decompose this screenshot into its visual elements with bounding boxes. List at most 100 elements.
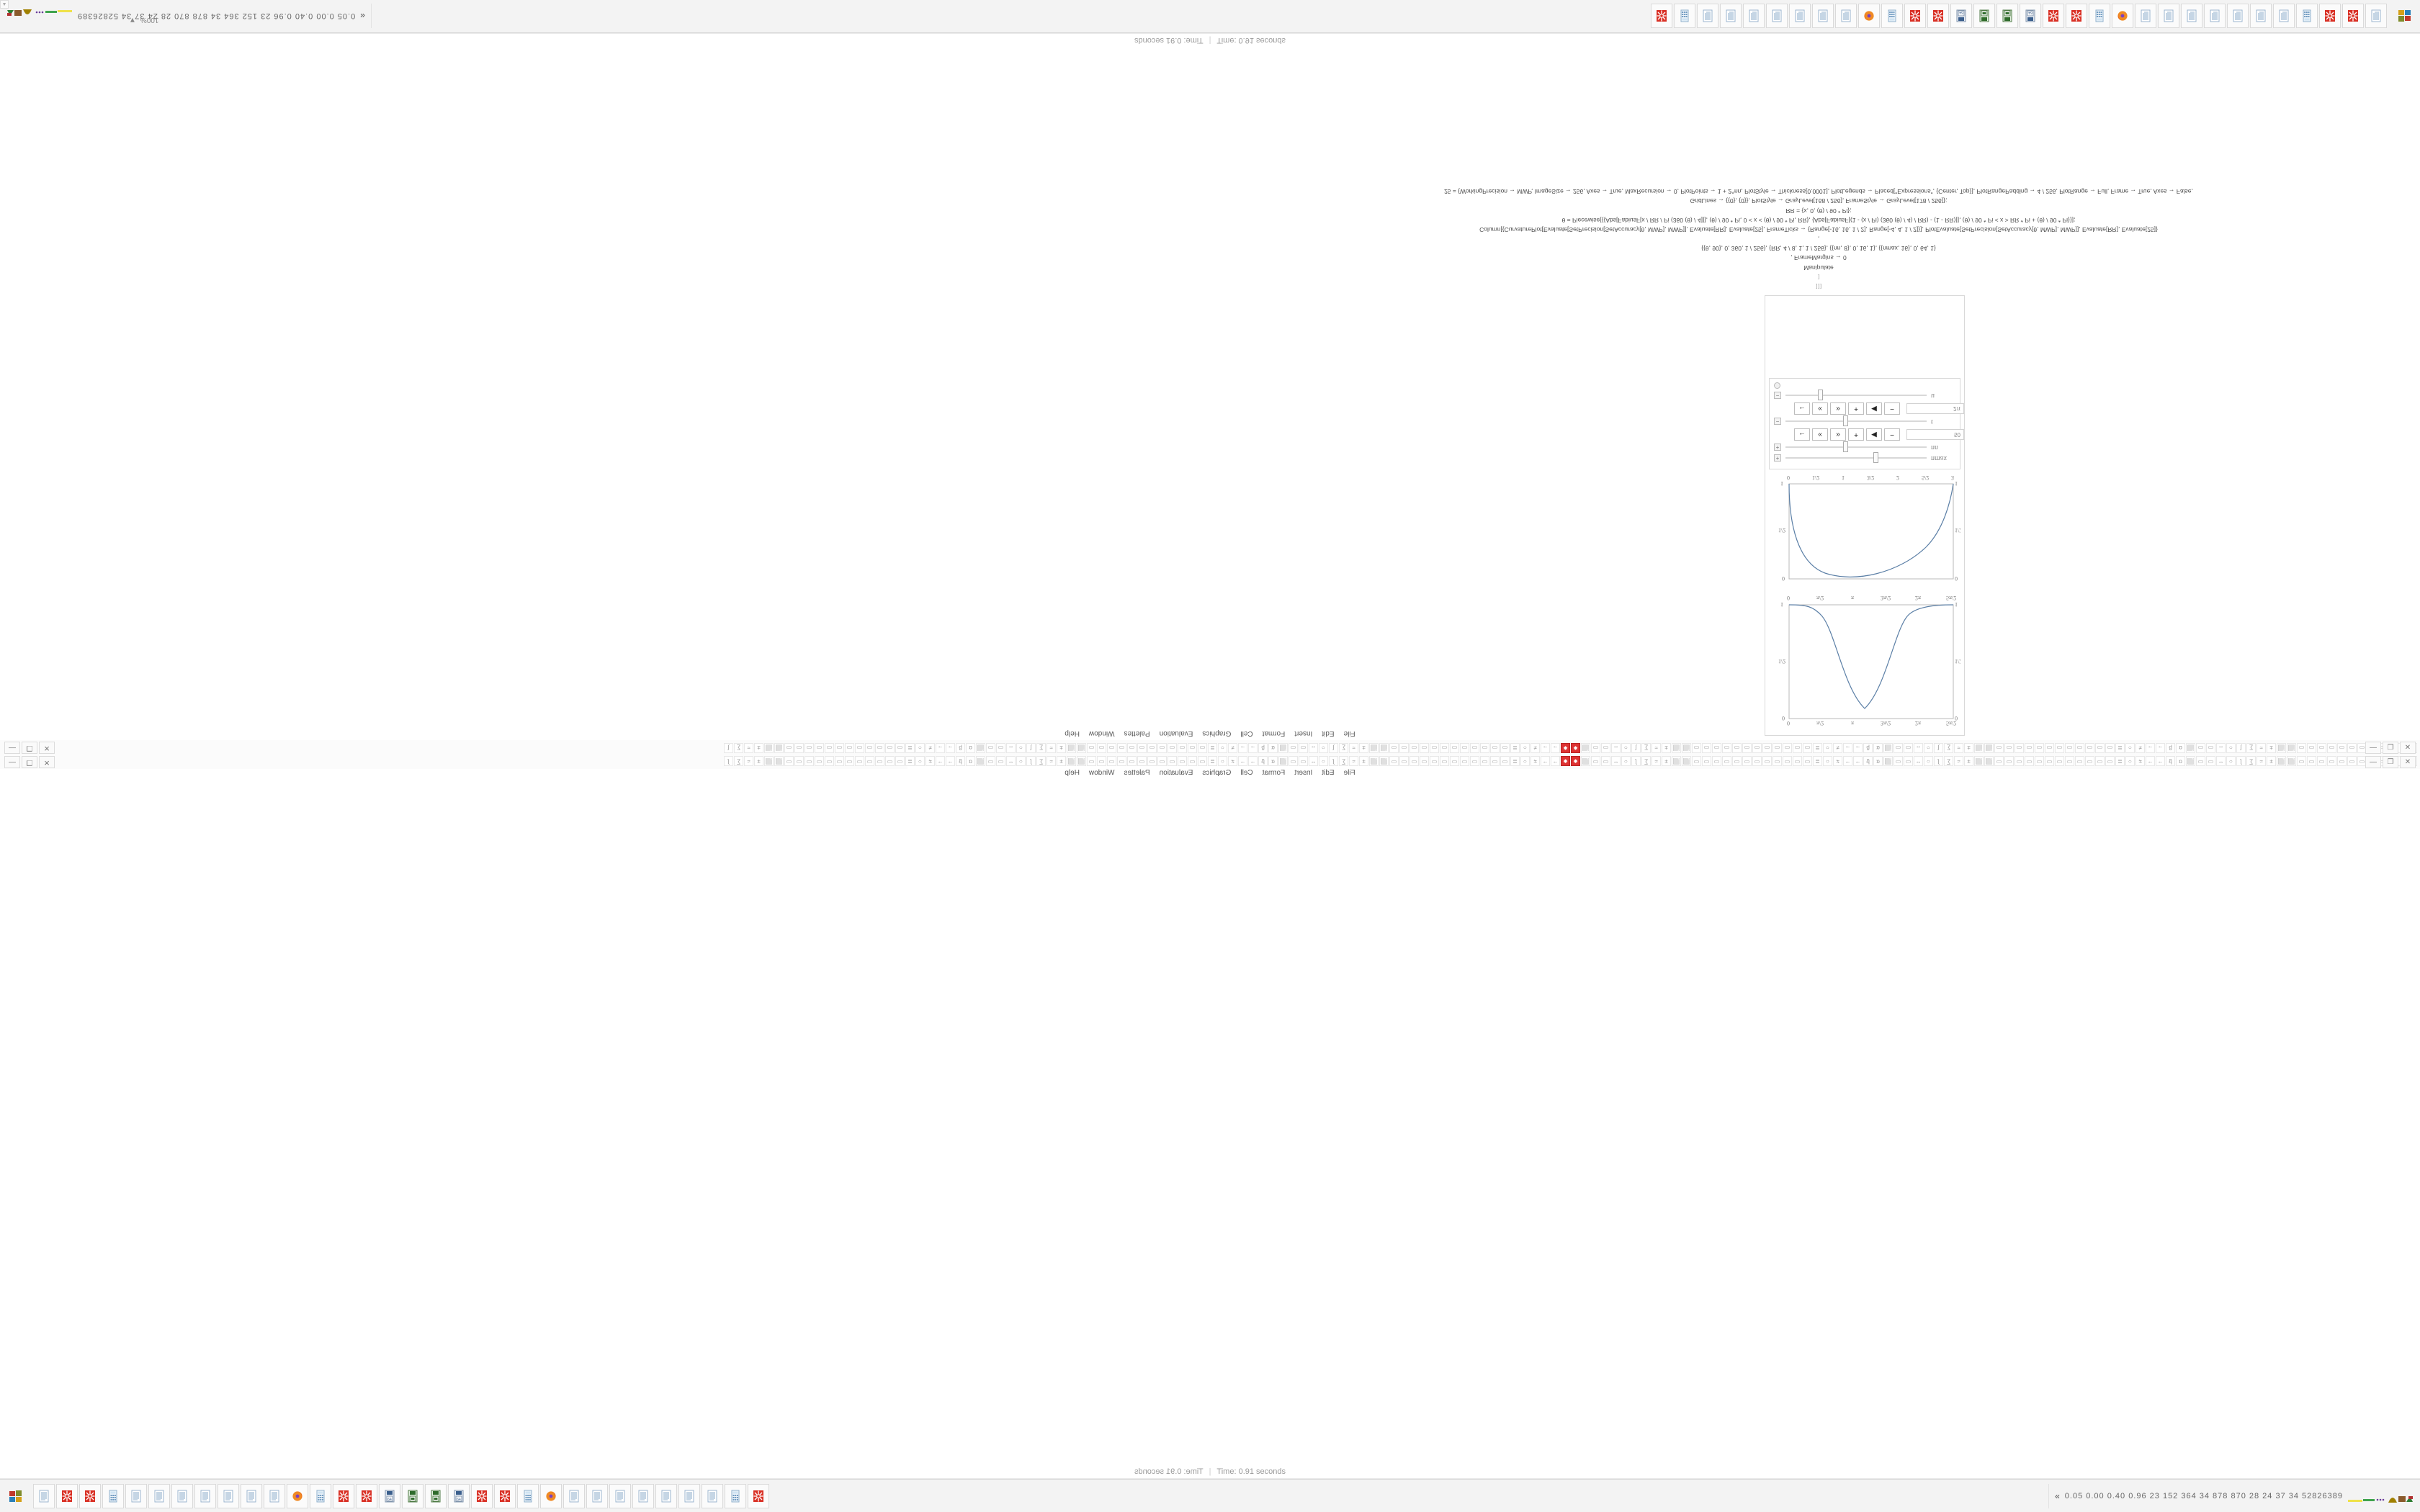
- toolbar-icon-158[interactable]: ▭: [815, 743, 824, 753]
- menu-item-edit[interactable]: Edit: [1322, 768, 1335, 777]
- window-button-4[interactable]: [2296, 4, 2318, 29]
- toolbar-icon-91[interactable]: ▭: [1490, 756, 1500, 766]
- toolbar-icon-167[interactable]: ∫: [724, 756, 733, 766]
- toolbar-icon-127[interactable]: ▭: [1127, 756, 1137, 766]
- toolbar-icon-134[interactable]: ±: [1057, 756, 1066, 766]
- toolbar-icon-35[interactable]: ▭: [2055, 756, 2064, 766]
- window-button-24[interactable]: [563, 1483, 585, 1508]
- menubar-mirrored[interactable]: File Edit Insert Format Cell Graphics Evaluati…: [908, 727, 1512, 740]
- toolbar-icon-147[interactable]: ≠: [926, 756, 935, 766]
- window-button-16[interactable]: 64: [2020, 4, 2041, 29]
- system-tray-top[interactable]: « 0.05 0.00 0.40 0.96 23 152 364 34 878 …: [0, 4, 372, 29]
- toolbar-icon-77[interactable]: ∫: [1631, 743, 1641, 753]
- toolbar-icon-40[interactable]: ▭: [2004, 743, 2014, 753]
- anim-plus-button[interactable]: +: [1848, 428, 1864, 441]
- toolbar-icon-14[interactable]: ±: [2267, 756, 2276, 766]
- toolbar-icon-143[interactable]: α: [966, 756, 975, 766]
- anim-minus-button[interactable]: −: [1884, 402, 1900, 415]
- toolbar-icon-124[interactable]: ▭: [1157, 743, 1167, 753]
- menu-item-cell[interactable]: Cell: [1240, 729, 1253, 738]
- toolbar-icon-77[interactable]: ∫: [1631, 756, 1641, 766]
- toolbar-mathematica-icon[interactable]: ✸: [1571, 756, 1580, 766]
- toolbar-icon-31[interactable]: ▭: [2095, 756, 2105, 766]
- toolbar-icon-85[interactable]: →: [1551, 756, 1560, 766]
- toolbar-icon-64[interactable]: ▭: [1762, 756, 1772, 766]
- toolbar-icon-38[interactable]: ▭: [2025, 756, 2034, 766]
- menu-item-format[interactable]: Format: [1262, 768, 1286, 777]
- slider-nn[interactable]: [1785, 441, 1927, 453]
- toolbar-icon-166[interactable]: ∑: [734, 756, 743, 766]
- toolbar-icon-73[interactable]: ⬜: [1672, 756, 1681, 766]
- toolbar-icon-45[interactable]: ≈: [1954, 756, 1963, 766]
- toolbar-icon-106[interactable]: ∑: [1339, 756, 1348, 766]
- toolbar-icon-42[interactable]: ⬜: [1984, 743, 1994, 753]
- window-button-29[interactable]: [1720, 4, 1742, 29]
- toolbar-icon-162[interactable]: ⬜: [774, 743, 784, 753]
- toolbar-icon-141[interactable]: ▭: [986, 743, 995, 753]
- anim-minus-button[interactable]: −: [1884, 428, 1900, 441]
- anim-value-field-u[interactable]: 2π: [1906, 403, 1964, 414]
- manipulate-controls-right[interactable]: + nmax + nn ← « » +: [1769, 378, 1964, 469]
- toolbar-icon-137[interactable]: ∫: [1026, 743, 1036, 753]
- toolbar-icon-57[interactable]: ≠: [1833, 756, 1842, 766]
- toolbar-icon-132[interactable]: ⬜: [1077, 756, 1086, 766]
- toolbar-icon-116[interactable]: →: [1238, 756, 1247, 766]
- toolbar-icon-24[interactable]: β: [2166, 743, 2175, 753]
- window-button-23[interactable]: [540, 1483, 562, 1508]
- toolbar-icon-79[interactable]: ↔: [1611, 756, 1621, 766]
- window-button-4[interactable]: [102, 1483, 124, 1508]
- window-button-19[interactable]: 64: [448, 1483, 470, 1508]
- toolbar-icon-67[interactable]: ▭: [1732, 756, 1742, 766]
- toolbar-icon-48[interactable]: ○: [1924, 756, 1933, 766]
- toolbar-icon-23[interactable]: α: [2176, 756, 2185, 766]
- window-button-13[interactable]: [2089, 4, 2110, 29]
- window-button-3[interactable]: [79, 1483, 101, 1508]
- toolbar-icon-144[interactable]: β: [956, 743, 965, 753]
- window-controls-left-mirrored[interactable]: ✕ ❐ —: [4, 742, 55, 754]
- toolbar-icon-19[interactable]: ↔: [2216, 756, 2226, 766]
- toolbar-icon-57[interactable]: ≠: [1833, 743, 1842, 753]
- window-button-25[interactable]: [586, 1483, 608, 1508]
- toolbar-icon-32[interactable]: ▭: [2085, 756, 2094, 766]
- toolbar-icon-47[interactable]: ∫: [1934, 743, 1943, 753]
- toolbar-icon-101[interactable]: ▭: [1389, 756, 1399, 766]
- toolbar-icon-140[interactable]: ▭: [996, 756, 1005, 766]
- window-button-32[interactable]: [1651, 4, 1672, 29]
- toolbar-icon-119[interactable]: ≣: [1208, 756, 1217, 766]
- toolbar-icon-28[interactable]: ○: [2125, 743, 2135, 753]
- toolbar-icon-88[interactable]: ○: [1520, 743, 1530, 753]
- toolbar-icon-158[interactable]: ▭: [815, 756, 824, 766]
- toolbar-icon-101[interactable]: ▭: [1389, 743, 1399, 753]
- toolbar-icon-135[interactable]: ≈: [1047, 756, 1056, 766]
- toolbar-icon-82[interactable]: ⬜: [1581, 743, 1590, 753]
- anim-reset-button[interactable]: ←: [1794, 428, 1810, 441]
- toolbar-icon-74[interactable]: ±: [1662, 756, 1671, 766]
- toolbar-icon-112[interactable]: ⬜: [1278, 756, 1288, 766]
- toolbar-icon-47[interactable]: ∫: [1934, 756, 1943, 766]
- toolbar-icon-104[interactable]: ±: [1359, 756, 1368, 766]
- close-button-2[interactable]: ✕: [2400, 756, 2416, 768]
- toolbar-icon-113[interactable]: α: [1268, 743, 1278, 753]
- window-button-17[interactable]: [1996, 4, 2018, 29]
- toolbar-icon-103[interactable]: ⬜: [1369, 756, 1379, 766]
- toolbar-icon-33[interactable]: ▭: [2075, 743, 2084, 753]
- toolbar-icon-71[interactable]: ▭: [1692, 756, 1701, 766]
- slider-nmax[interactable]: [1785, 452, 1927, 464]
- toolbar-icon-13[interactable]: ⬜: [2277, 743, 2286, 753]
- toolbar-icon-99[interactable]: ▭: [1410, 743, 1419, 753]
- toolbar-icon-15[interactable]: ≈: [2257, 756, 2266, 766]
- toolbar-icon-108[interactable]: ○: [1319, 743, 1328, 753]
- toolbar-icon-34[interactable]: ▭: [2065, 756, 2074, 766]
- window-button-27[interactable]: [632, 1483, 654, 1508]
- toolbar-icon-116[interactable]: →: [1238, 743, 1247, 753]
- toolbar-icon-128[interactable]: ▭: [1117, 743, 1126, 753]
- expander-plus-icon-nmax[interactable]: +: [1774, 454, 1781, 462]
- toolbar-icon-94[interactable]: ▭: [1460, 756, 1469, 766]
- toolbar-icon-53[interactable]: α: [1873, 743, 1883, 753]
- toolbar-icon-156[interactable]: ▭: [835, 743, 844, 753]
- menu-item-help[interactable]: Help: [1065, 729, 1080, 738]
- maximize-button[interactable]: ❐: [2383, 742, 2398, 754]
- menu-item-insert[interactable]: Insert: [1294, 729, 1313, 738]
- code-block-right[interactable]: ]]] ] Manipulate , FrameMargins → 0 {{θ,…: [1340, 186, 2298, 291]
- toolbar-icon-118[interactable]: ○: [1218, 756, 1227, 766]
